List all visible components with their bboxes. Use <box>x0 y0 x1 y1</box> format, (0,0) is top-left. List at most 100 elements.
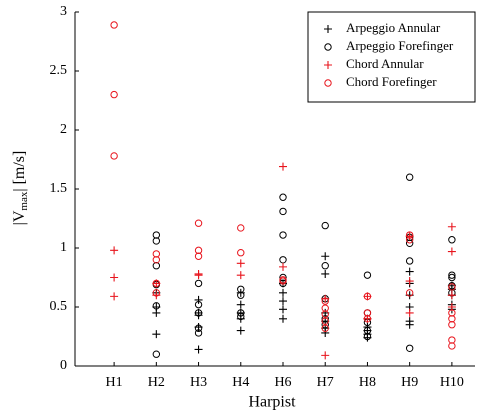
circle-marker <box>405 289 414 297</box>
plus-marker <box>194 345 203 354</box>
circle-marker <box>110 21 118 29</box>
plus-marker <box>110 246 119 255</box>
circle-marker <box>448 321 456 329</box>
plus-marker <box>110 273 119 282</box>
x-tick-label: H6 <box>274 375 291 390</box>
legend-marker <box>324 79 332 87</box>
x-tick-label: H1 <box>106 375 123 390</box>
circle-marker <box>321 317 329 325</box>
circle-marker <box>194 324 203 332</box>
circle-marker <box>152 302 161 310</box>
y-tick-label: 1 <box>60 240 67 255</box>
y-tick-label: 0 <box>60 358 67 373</box>
x-tick-label: H2 <box>148 375 165 390</box>
y-tick-label: 2 <box>60 122 67 137</box>
y-tick-label: 0.5 <box>50 299 68 314</box>
circle-marker <box>321 324 329 332</box>
plus-marker <box>110 292 119 301</box>
plus-marker <box>447 247 456 256</box>
circle-marker <box>279 279 287 288</box>
plus-marker <box>405 308 414 317</box>
circle-marker <box>237 309 245 317</box>
legend-marker <box>324 43 332 51</box>
circle-marker <box>448 236 456 244</box>
circle-marker <box>321 310 329 318</box>
circle-marker <box>321 321 329 329</box>
circle-marker <box>194 309 203 317</box>
circle-marker <box>363 332 372 341</box>
plus-marker <box>447 222 456 231</box>
circle-marker <box>152 231 161 239</box>
y-label-sub: max <box>18 191 30 210</box>
circle-marker <box>237 224 245 232</box>
plus-marker <box>194 271 203 280</box>
circle-marker <box>152 237 161 245</box>
plus-marker <box>279 262 287 271</box>
y-label-part: |V <box>11 210 28 225</box>
x-tick-label: H10 <box>440 375 464 390</box>
circle-marker <box>321 297 329 305</box>
circle-marker <box>110 90 118 99</box>
x-tick-label: H4 <box>232 375 249 390</box>
circle-marker <box>194 300 203 309</box>
circle-marker <box>321 262 329 270</box>
plus-marker <box>405 277 414 286</box>
plus-marker <box>279 297 287 306</box>
plus-marker <box>236 259 245 268</box>
circle-marker <box>279 277 287 285</box>
circle-marker <box>237 249 245 257</box>
circle-marker <box>321 221 329 230</box>
legend-marker <box>324 25 332 33</box>
circle-marker <box>279 193 287 201</box>
circle-marker <box>194 219 203 227</box>
plus-marker <box>447 291 456 300</box>
circle-marker <box>237 291 245 299</box>
plus-marker <box>236 300 245 309</box>
y-tick-label: 1.5 <box>50 181 68 196</box>
legend-marker <box>324 61 332 69</box>
legend-label: Arpeggio Annular <box>346 20 441 35</box>
plus-marker <box>152 330 161 339</box>
circle-marker <box>448 342 456 350</box>
legend-label: Chord Annular <box>346 56 424 71</box>
plus-marker <box>279 314 287 323</box>
circle-marker <box>152 279 161 288</box>
x-tick-label: H3 <box>190 375 207 390</box>
x-tick-label: H9 <box>401 375 418 390</box>
circle-marker <box>152 350 161 358</box>
circle-marker <box>194 329 203 337</box>
circle-marker <box>279 207 287 216</box>
plus-marker <box>279 288 287 297</box>
plus-marker <box>321 328 330 337</box>
x-tick-label: H7 <box>317 375 334 390</box>
plus-marker <box>363 292 372 301</box>
circle-marker <box>448 273 456 282</box>
plus-marker <box>321 252 330 261</box>
x-axis-label: Harpist <box>248 394 296 411</box>
plus-marker <box>279 162 287 171</box>
legend-label: Chord Forefinger <box>346 74 437 89</box>
circle-marker <box>279 231 287 239</box>
circle-marker <box>405 257 414 265</box>
legend-label: Arpeggio Forefinger <box>346 38 454 53</box>
circle-marker <box>405 231 414 239</box>
plus-marker <box>405 267 414 276</box>
circle-marker <box>152 256 161 264</box>
circle-marker <box>194 252 203 260</box>
plus-marker <box>405 320 414 329</box>
x-tick-label: H8 <box>359 375 376 390</box>
y-axis-label: |Vmax| [m/s] <box>11 151 30 226</box>
circle-marker <box>194 279 203 288</box>
circle-marker <box>363 292 372 301</box>
circle-marker <box>448 271 456 279</box>
plus-marker <box>321 269 330 278</box>
circle-marker <box>110 152 118 160</box>
plus-marker <box>279 305 287 314</box>
circle-marker <box>152 250 161 258</box>
plus-marker <box>152 279 161 288</box>
plus-marker <box>236 326 245 335</box>
plus-marker <box>321 351 330 360</box>
y-tick-label: 2.5 <box>50 63 68 78</box>
circle-marker <box>152 289 161 297</box>
